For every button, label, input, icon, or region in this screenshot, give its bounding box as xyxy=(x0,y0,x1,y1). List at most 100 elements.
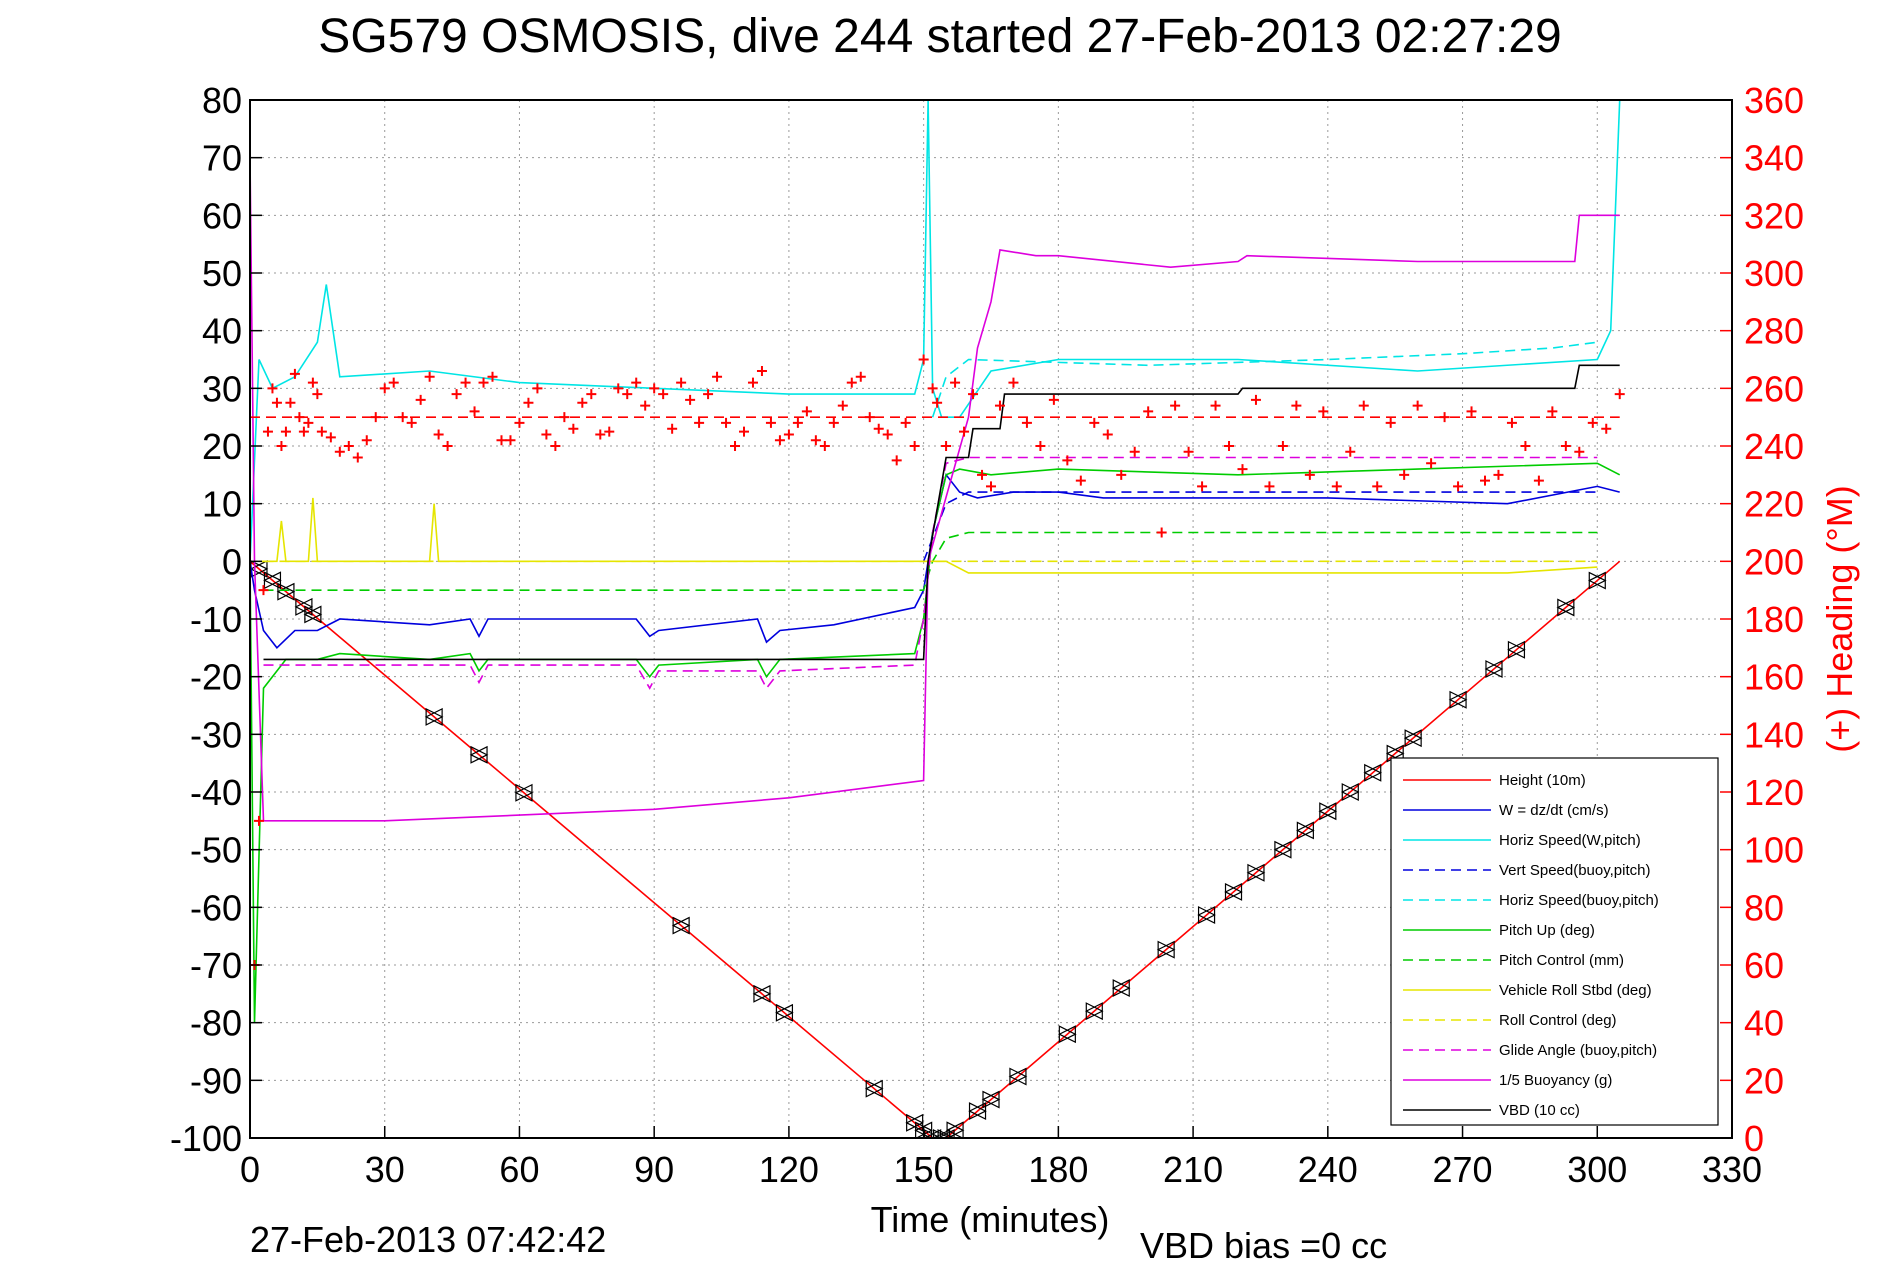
height-marker xyxy=(469,745,489,764)
heading-point xyxy=(316,426,327,437)
y2-tick-labels: 3603403203002802602402202001801601401201… xyxy=(1744,80,1804,1159)
y-tick-label: -100 xyxy=(170,1118,242,1159)
heading-point xyxy=(977,469,988,480)
legend-label: 1/5 Buoyancy (g) xyxy=(1499,1072,1612,1089)
heading-point xyxy=(703,389,714,400)
y-tick-label: 20 xyxy=(202,426,242,467)
heading-point xyxy=(505,435,516,446)
heading-point xyxy=(1143,406,1154,417)
heading-point xyxy=(271,397,282,408)
legend-label: Pitch Control (mm) xyxy=(1499,952,1624,969)
heading-point xyxy=(451,389,462,400)
height-marker xyxy=(1507,640,1526,659)
heading-point xyxy=(1614,389,1625,400)
heading-point xyxy=(361,435,372,446)
series-line-4 xyxy=(931,341,1598,418)
height-marker xyxy=(1246,863,1266,882)
heading-point xyxy=(1331,481,1342,492)
heading-point xyxy=(595,429,606,440)
legend-label: Vehicle Roll Stbd (deg) xyxy=(1499,982,1652,999)
heading-point xyxy=(864,412,875,423)
height-marker xyxy=(1084,1002,1104,1021)
heading-point xyxy=(1304,469,1315,480)
y-tick-label: 30 xyxy=(202,368,242,409)
series-line-0 xyxy=(250,560,1621,1138)
heading-point xyxy=(433,429,444,440)
heading-point xyxy=(1533,475,1544,486)
heading-point xyxy=(352,452,363,463)
x-tick-label: 210 xyxy=(1163,1149,1223,1190)
height-marker xyxy=(752,984,772,1003)
y-tick-label: -30 xyxy=(190,714,242,755)
heading-point xyxy=(676,377,687,388)
y2-tick-label: 60 xyxy=(1744,945,1784,986)
heading-point xyxy=(1506,417,1517,428)
heading-point xyxy=(918,354,929,365)
heading-point xyxy=(774,435,785,446)
heading-point xyxy=(1574,446,1585,457)
heading-point xyxy=(424,371,435,382)
heading-point xyxy=(950,377,961,388)
heading-point xyxy=(739,426,749,437)
legend-label: Horiz Speed(buoy,pitch) xyxy=(1499,892,1659,909)
heading-point xyxy=(1250,394,1261,405)
legend-label: W = dz/dt (cm/s) xyxy=(1499,802,1609,819)
height-marker xyxy=(864,1079,884,1098)
heading-point xyxy=(730,441,741,451)
heading-point xyxy=(487,371,498,382)
heading-point xyxy=(568,423,579,434)
x-tick-label: 0 xyxy=(240,1149,260,1190)
heading-point xyxy=(1062,455,1073,466)
heading-point xyxy=(1237,464,1248,475)
heading-point xyxy=(1560,441,1571,451)
y2-axis-label: (+) Heading (°M) xyxy=(1819,485,1860,752)
heading-point xyxy=(721,417,732,428)
legend-box xyxy=(1390,757,1719,1126)
legend-label: Horiz Speed(W,pitch) xyxy=(1499,832,1641,849)
height-marker xyxy=(981,1090,1001,1109)
heading-point xyxy=(258,585,269,596)
heading-point xyxy=(622,389,633,400)
heading-point xyxy=(1210,400,1221,411)
series-line-10 xyxy=(250,157,1620,822)
heading-point xyxy=(1035,441,1046,451)
heading-point xyxy=(1439,412,1450,423)
heading-point xyxy=(303,417,314,428)
heading-point xyxy=(828,417,839,428)
height-marker xyxy=(1556,598,1576,617)
heading-point xyxy=(1089,417,1100,428)
height-marker xyxy=(968,1102,987,1121)
x-tick-label: 180 xyxy=(1028,1149,1088,1190)
heading-point xyxy=(882,429,893,440)
heading-point xyxy=(1493,469,1504,480)
y2-tick-label: 320 xyxy=(1744,195,1804,236)
heading-point xyxy=(1412,400,1423,411)
heading-point xyxy=(712,371,723,382)
heading-point xyxy=(1102,429,1113,440)
y2-tick-label: 40 xyxy=(1744,1003,1784,1044)
height-marker xyxy=(1197,906,1216,924)
series-line-6 xyxy=(263,531,1598,592)
heading-point xyxy=(388,377,399,388)
heading-point xyxy=(1385,417,1396,428)
heading-point xyxy=(532,383,543,394)
y-tick-label: -70 xyxy=(190,945,242,986)
footer-vbd-bias: VBD bias =0 cc xyxy=(1140,1225,1387,1262)
y-tick-label: -10 xyxy=(190,599,242,640)
heading-point xyxy=(909,441,920,451)
heading-point xyxy=(756,366,767,377)
heading-point xyxy=(941,441,952,451)
heading-point xyxy=(312,389,323,400)
heading-point xyxy=(855,371,866,382)
height-marker xyxy=(1318,802,1338,821)
heading-point xyxy=(1399,469,1410,480)
heading-point xyxy=(379,383,390,394)
y2-tick-label: 280 xyxy=(1744,311,1804,352)
height-marker xyxy=(263,571,282,590)
height-marker xyxy=(1058,1025,1077,1044)
height-marker xyxy=(1273,840,1293,859)
x-tick-labels: 0 30 60 90 120 150 180 210 240 270 300 330 xyxy=(240,1149,1762,1190)
y2-tick-label: 260 xyxy=(1744,368,1804,409)
heading-point xyxy=(469,406,480,417)
